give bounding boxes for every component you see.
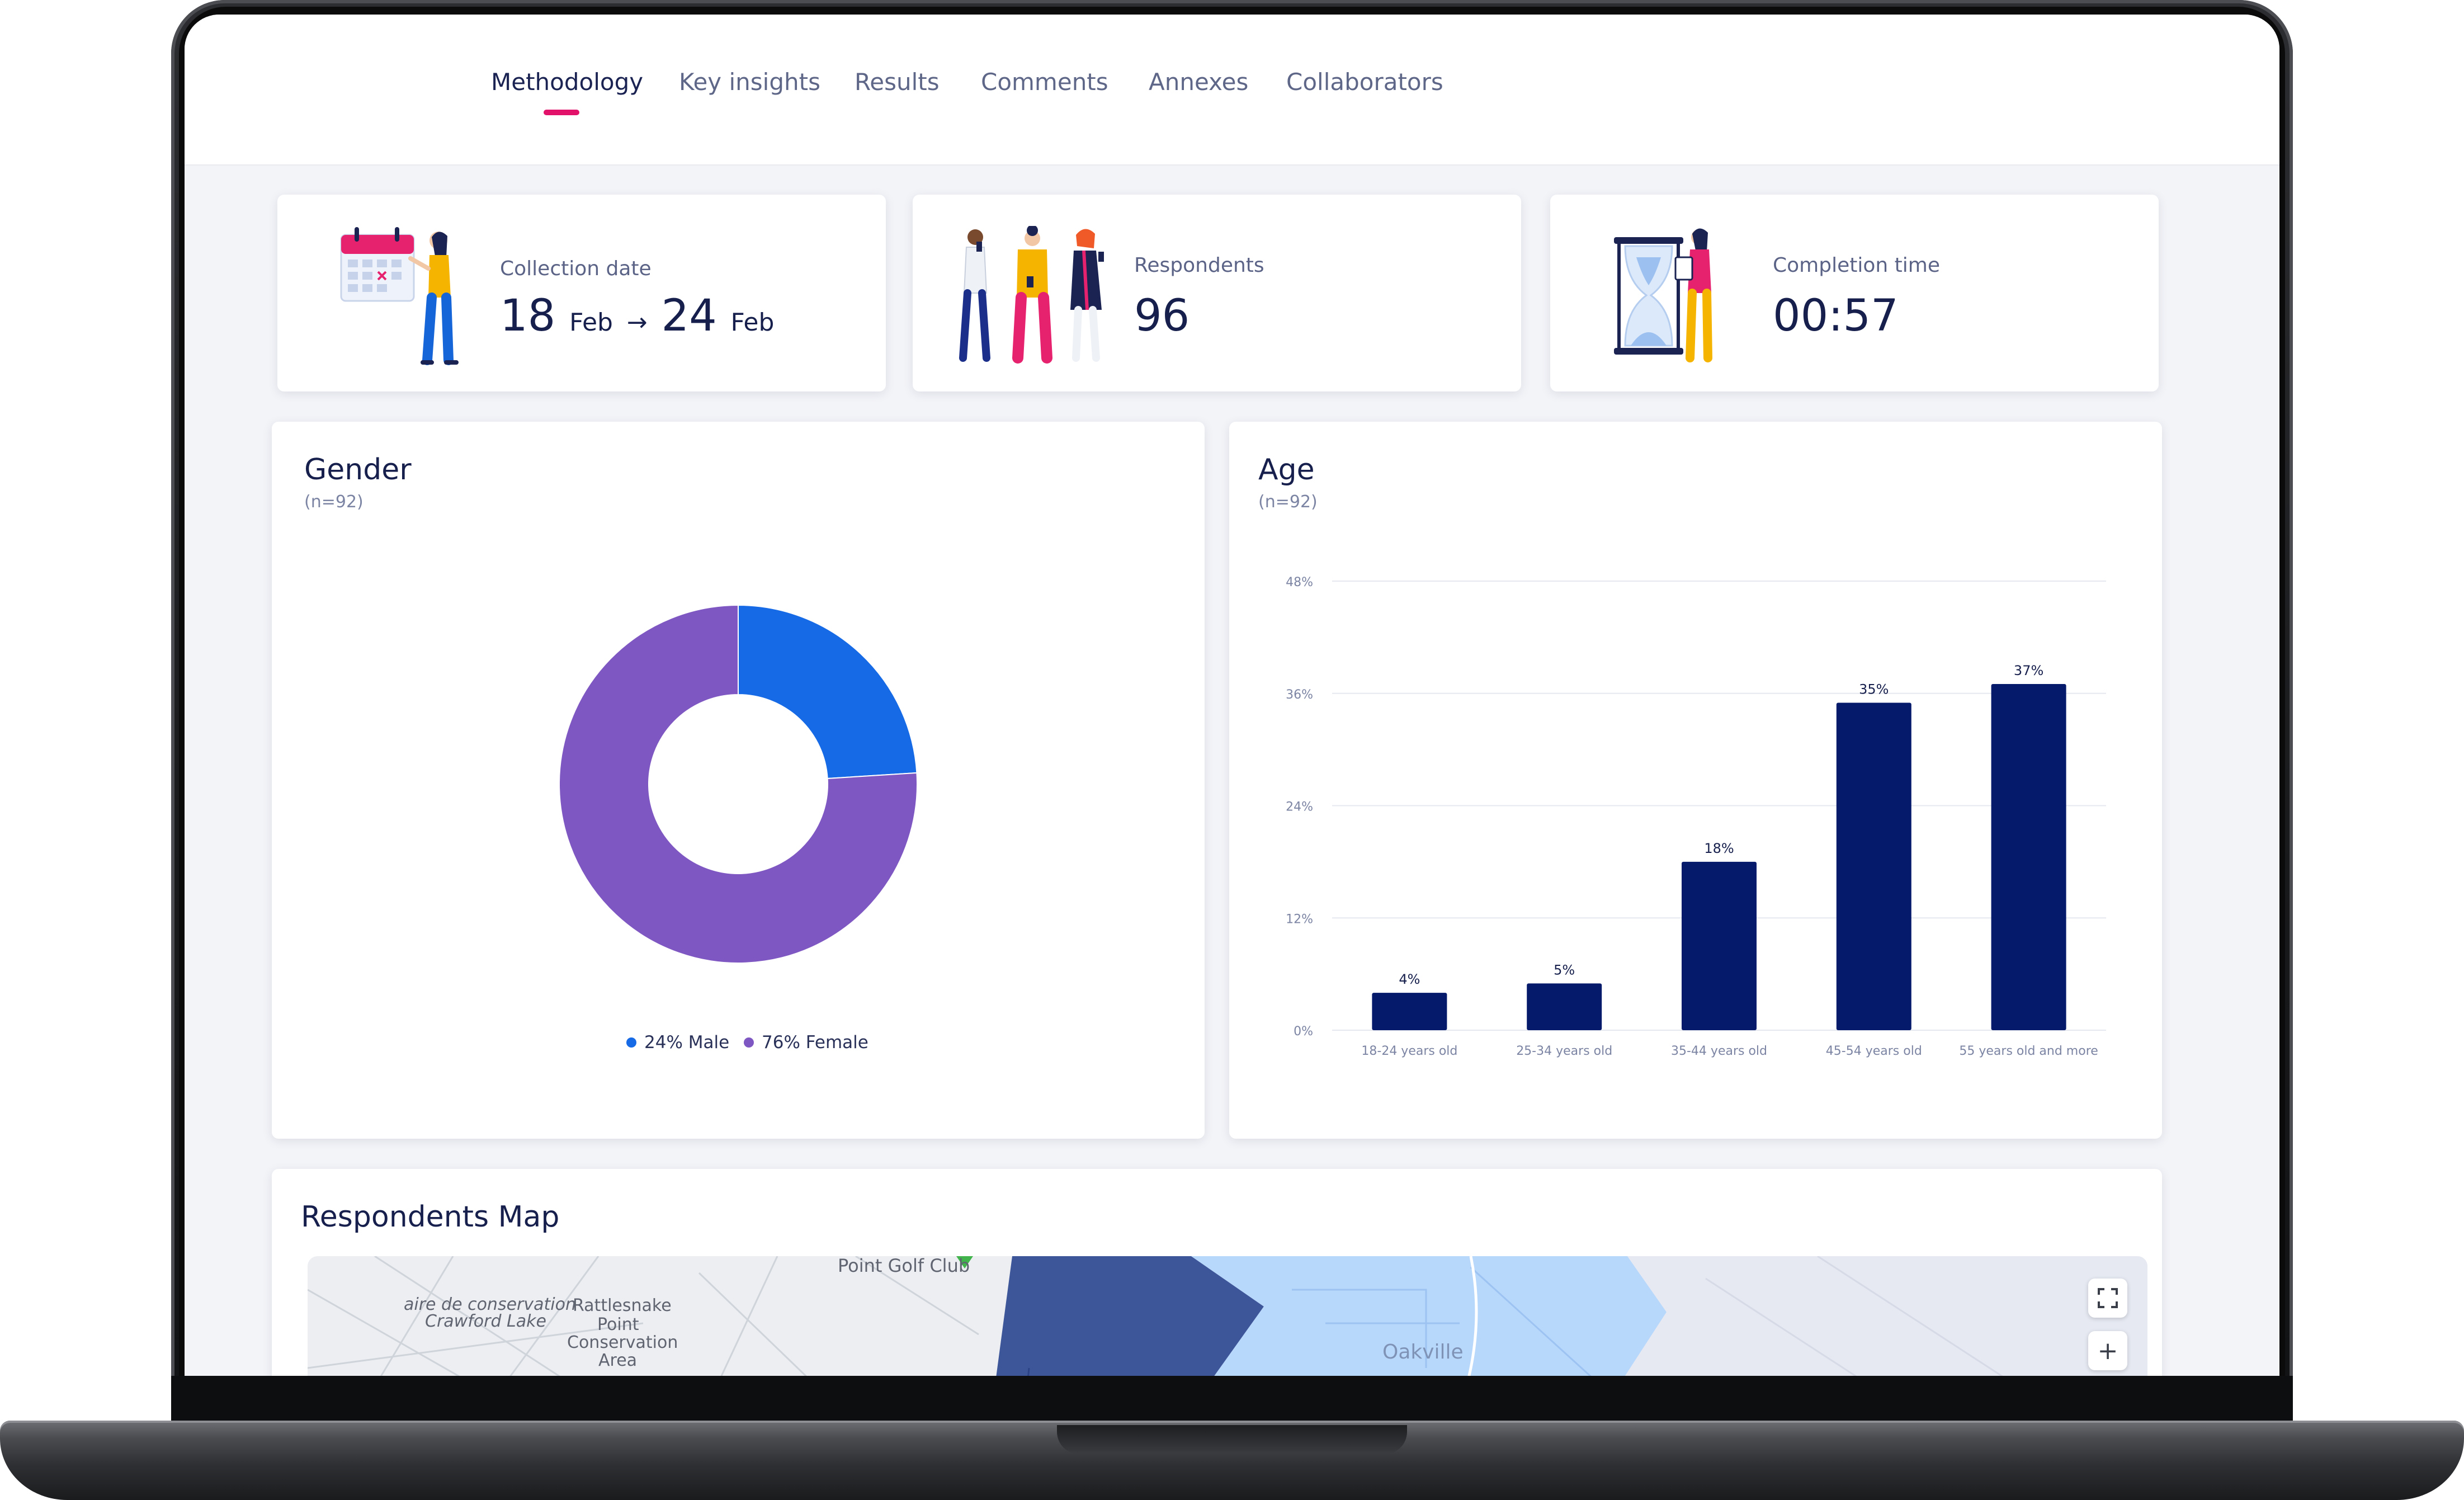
bar-value-label: 4% [1399, 971, 1420, 987]
tab-results[interactable]: Results [855, 68, 940, 96]
bar-value-label: 37% [2014, 663, 2043, 678]
map-label-oakville: Oakville [1382, 1341, 1464, 1364]
age-bar [1682, 861, 1757, 1030]
legend-item-female: 76% Female [744, 1032, 868, 1053]
x-tick-label: 45-54 years old [1826, 1044, 1922, 1058]
y-tick-label: 24% [1286, 800, 1313, 814]
legend-dot-male [626, 1037, 636, 1048]
map-label-conservation: Conservation [567, 1333, 678, 1352]
y-tick-label: 12% [1286, 912, 1313, 926]
tab-collaborators[interactable]: Collaborators [1286, 68, 1443, 96]
age-bar [1836, 702, 1911, 1030]
gender-donut-chart [559, 604, 918, 964]
top-nav: Methodology Key insights Results Comment… [185, 15, 2279, 166]
tab-methodology[interactable]: Methodology [491, 68, 644, 96]
fullscreen-icon [2098, 1288, 2118, 1308]
age-title: Age [1258, 453, 1315, 487]
age-bar [1991, 684, 2066, 1030]
respondents-value: 96 [1134, 291, 1190, 341]
donut-slice-female [559, 604, 918, 964]
legend-item-male: 24% Male [626, 1032, 729, 1053]
laptop-base-notch [1057, 1425, 1407, 1454]
map-label-rattlesnake: Rattlesnake [573, 1296, 672, 1315]
y-tick-label: 48% [1286, 576, 1313, 589]
age-bar [1372, 993, 1447, 1030]
x-tick-label: 25-34 years old [1516, 1044, 1612, 1058]
x-tick-label: 55 years old and more [1959, 1044, 2098, 1058]
bar-value-label: 5% [1554, 962, 1575, 978]
map-label-aire-conservation: aire de conservation [404, 1295, 576, 1314]
respondents-label: Respondents [1134, 254, 1264, 277]
y-tick-label: 36% [1286, 688, 1313, 702]
completion-time-value: 00:57 [1773, 291, 1899, 341]
tab-annexes[interactable]: Annexes [1149, 68, 1249, 96]
map-label-golf-club: Point Golf Club [838, 1256, 970, 1276]
collection-date-label: Collection date [500, 257, 652, 280]
age-bar-chart: 0% 12% 24% 36% 48% 4% 18-24 years old 5% 25-34 y… [1286, 576, 2106, 1058]
gender-card: Gender (n=92) 24% Male 76% Female [272, 422, 1205, 1139]
map-label-area: Area [598, 1351, 638, 1370]
collection-date-value: 18 Feb → 24 Feb [500, 291, 775, 341]
tab-key-insights[interactable]: Key insights [679, 68, 820, 96]
gender-title: Gender [304, 453, 412, 487]
legend-label-female: 76% Female [762, 1032, 868, 1053]
calendar-person-illustration-icon [340, 227, 459, 365]
age-card: Age (n=92) 0% 12% 24% 36% 48% 4% 18-24 years o… [1229, 422, 2162, 1139]
bar-value-label: 18% [1704, 841, 1734, 856]
respondents-card: Respondents 96 [913, 195, 1521, 391]
map-label-point: Point [597, 1315, 639, 1334]
completion-time-card: Completion time 00:57 [1550, 195, 2159, 391]
collection-date-card: Collection date 18 Feb → 24 Feb [277, 195, 886, 391]
x-tick-label: 18-24 years old [1361, 1044, 1457, 1058]
app-screen: Methodology Key insights Results Comment… [185, 15, 2279, 1376]
tab-comments[interactable]: Comments [981, 68, 1108, 96]
completion-time-label: Completion time [1773, 254, 1940, 277]
map-label-crawford-lake: Crawford Lake [425, 1312, 546, 1331]
people-group-illustration-icon [959, 226, 1104, 364]
donut-slice-male [738, 604, 918, 780]
hourglass-person-illustration-icon [1614, 228, 1712, 362]
x-tick-label: 35-44 years old [1671, 1044, 1767, 1058]
age-subtitle: (n=92) [1258, 492, 1318, 512]
gender-subtitle: (n=92) [304, 492, 364, 512]
map-base-layer [308, 1256, 2147, 1376]
y-tick-label: 0% [1294, 1025, 1313, 1039]
age-bar [1527, 983, 1602, 1030]
fullscreen-button[interactable] [2088, 1279, 2127, 1318]
legend-dot-female [744, 1037, 754, 1048]
respondents-map[interactable]: Point Golf Club aire de conservation Cra… [308, 1256, 2147, 1376]
respondents-map-title: Respondents Map [301, 1200, 560, 1234]
active-tab-indicator [544, 110, 579, 115]
zoom-in-button[interactable]: + [2088, 1331, 2127, 1370]
legend-label-male: 24% Male [644, 1032, 730, 1053]
bar-value-label: 35% [1859, 681, 1889, 697]
